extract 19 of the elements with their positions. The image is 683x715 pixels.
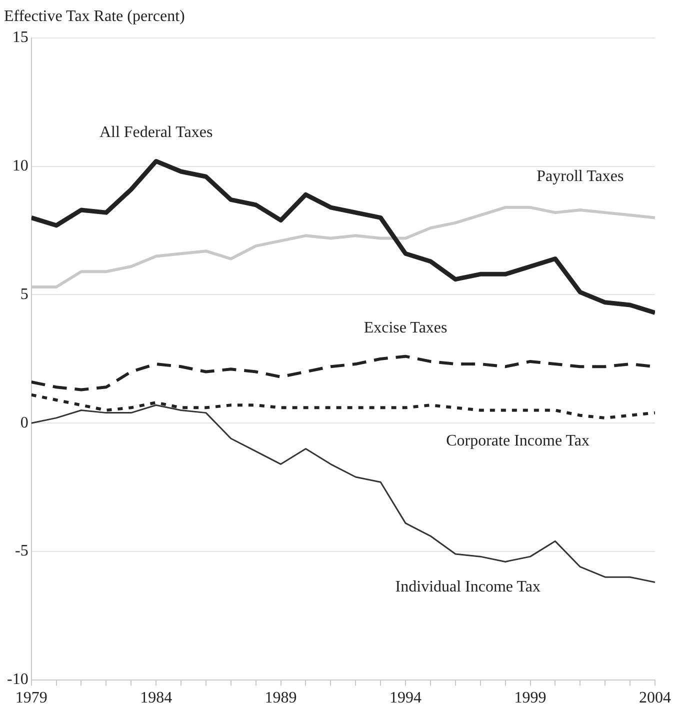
x-tick-label: 1999 [514, 690, 546, 707]
x-tick-label: 2004 [639, 690, 671, 707]
line-series [31, 393, 655, 420]
y-tick-label: 10 [12, 158, 28, 175]
x-tick-label: 1984 [140, 690, 172, 707]
series-label: All Federal Taxes [99, 124, 213, 142]
x-tick-label: 1979 [15, 690, 48, 707]
series-label: Payroll Taxes [536, 168, 624, 185]
x-tick-label: 1994 [390, 690, 422, 707]
series-label: Corporate Income Tax [446, 432, 590, 450]
series-label: Individual Income Tax [395, 578, 541, 596]
y-tick-label: 5 [20, 286, 28, 303]
y-tick-label: -10 [7, 671, 28, 688]
y-tick-label: -5 [15, 542, 28, 560]
y-tick-label: 15 [12, 29, 28, 46]
x-tick-label: 1989 [264, 690, 297, 707]
series-label: Excise Taxes [364, 319, 448, 336]
y-axis-title: Effective Tax Rate (percent) [4, 8, 185, 26]
y-tick-label: 0 [20, 414, 28, 432]
